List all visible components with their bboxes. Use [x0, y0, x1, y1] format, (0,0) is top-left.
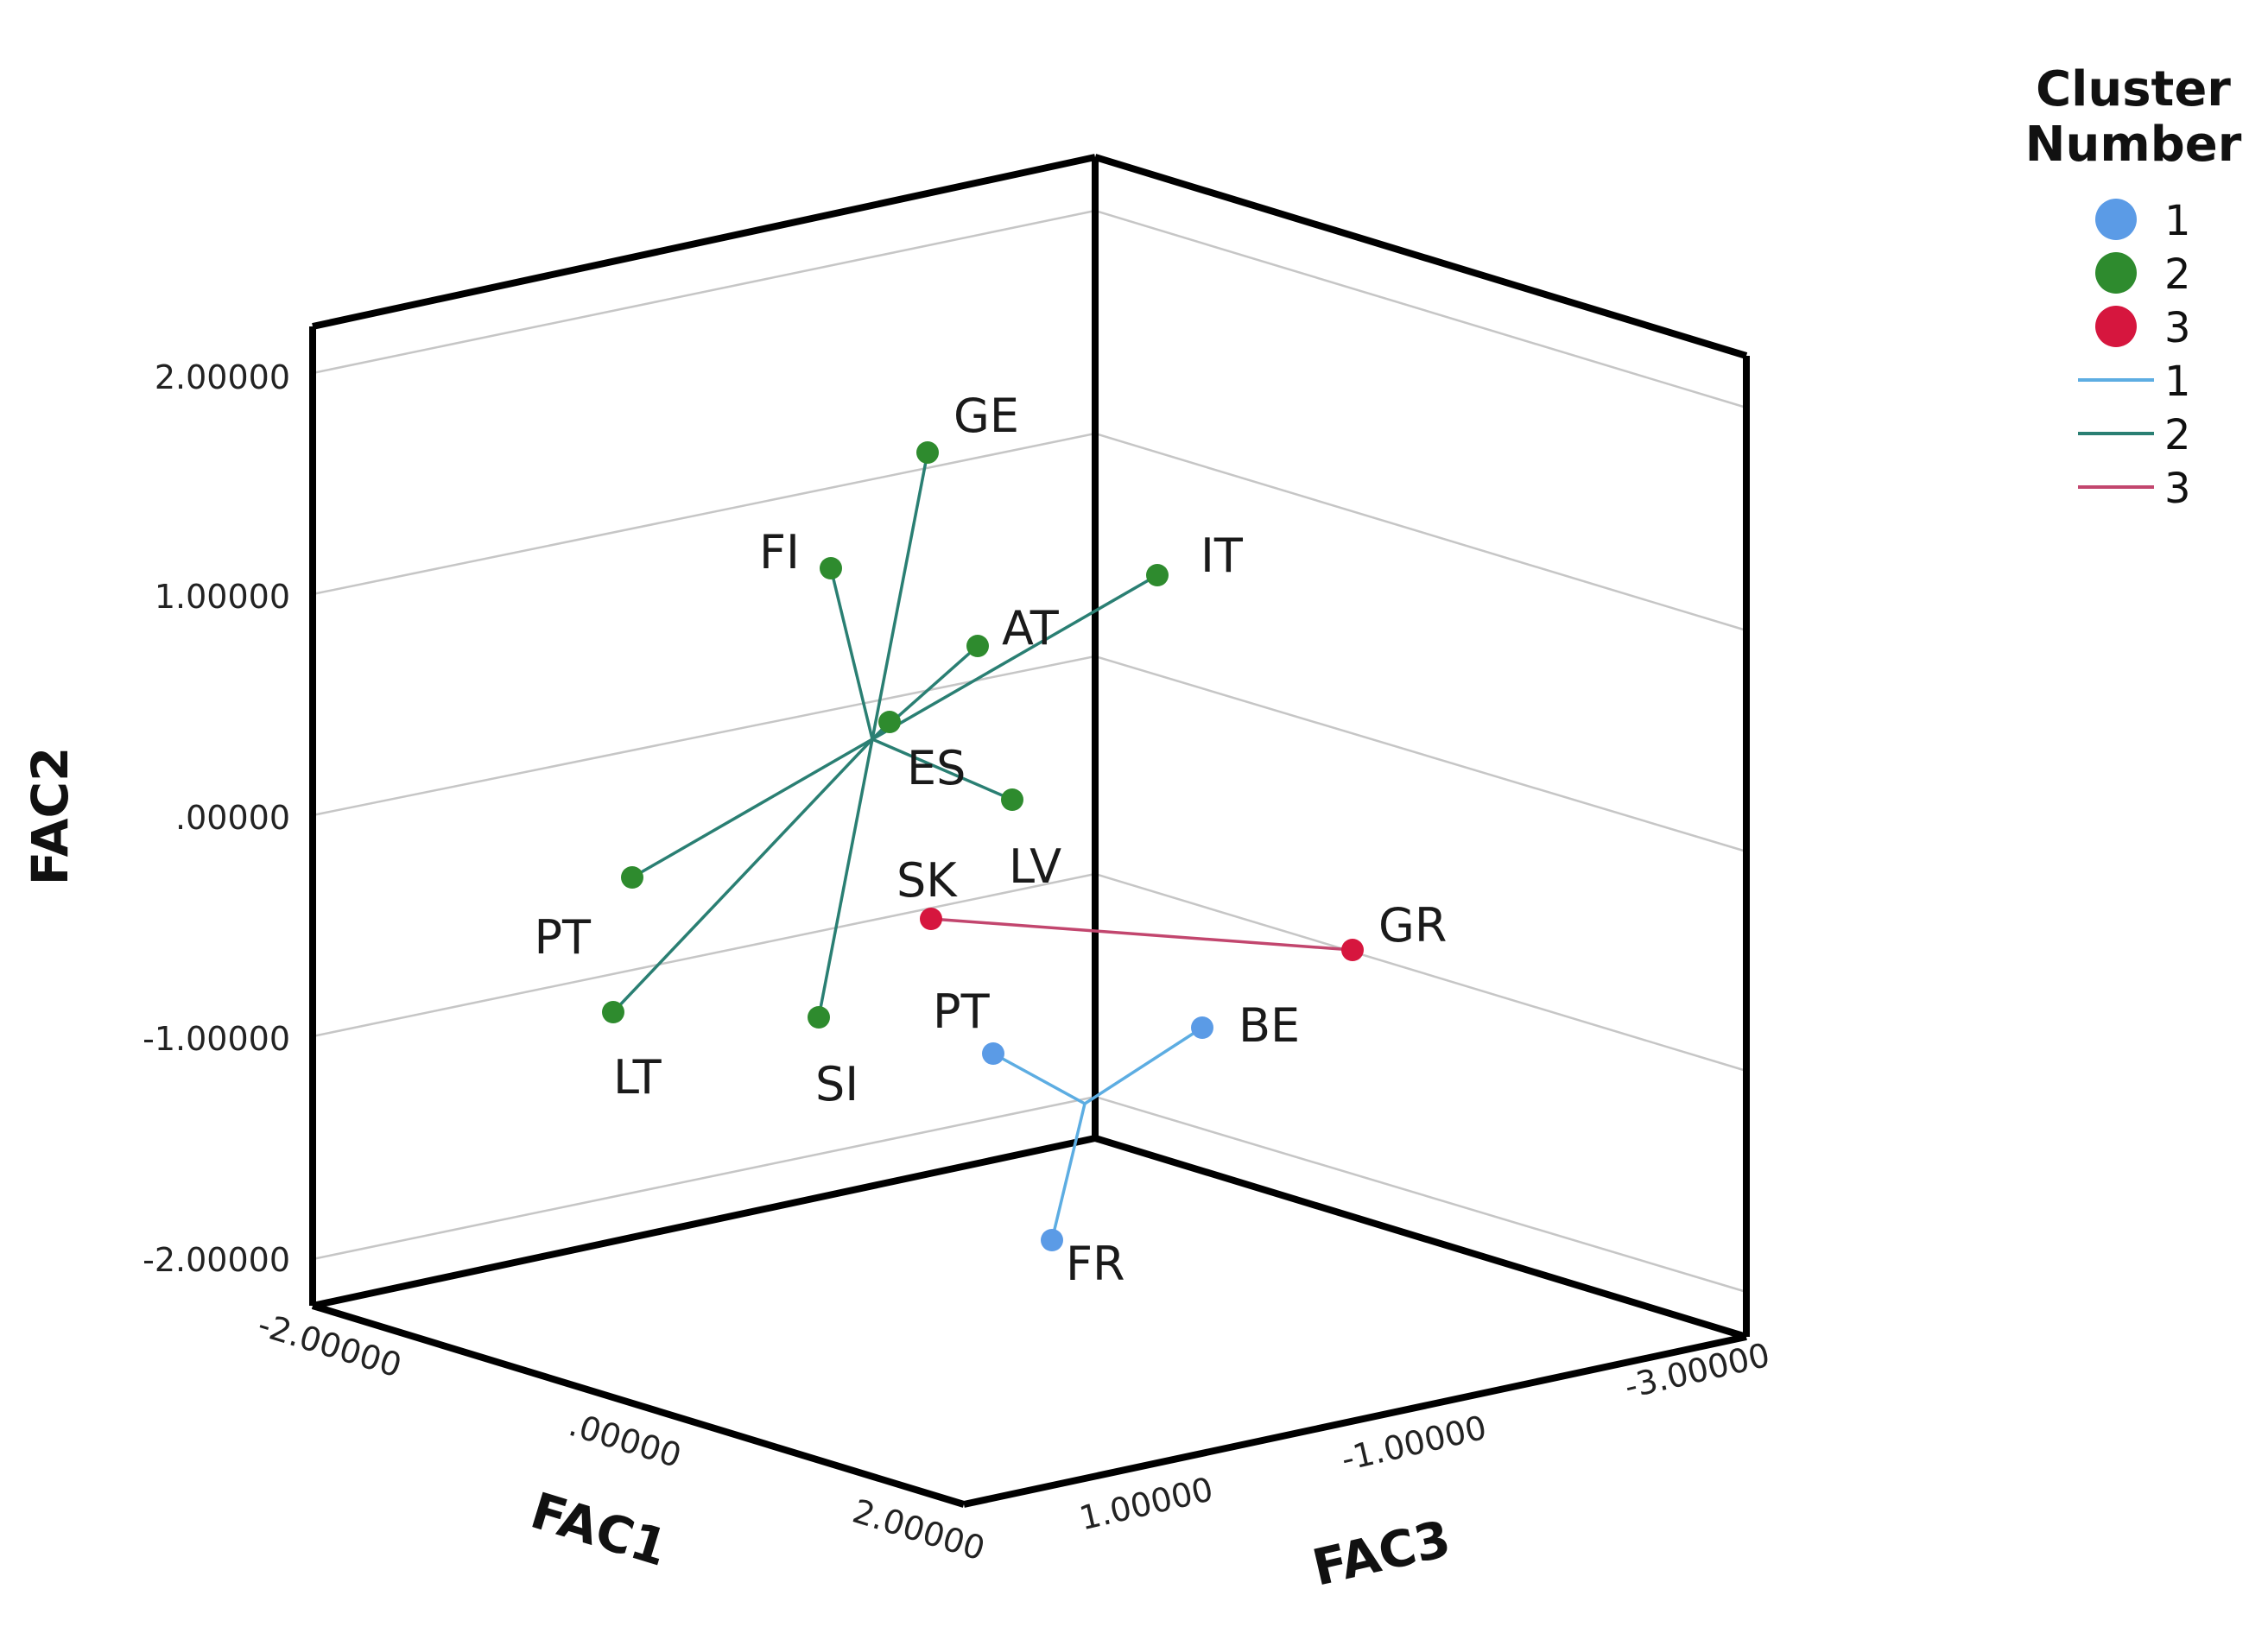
cluster-2-line-lv: [871, 738, 1013, 801]
point-label-fr: FR: [1066, 1237, 1125, 1291]
legend-title-line-2: Number: [2025, 117, 2242, 173]
legend-items: 1 2 3 1 2 3: [2078, 197, 2191, 513]
fac1-axis-title: FAC1: [524, 1481, 675, 1578]
cluster-connection-lines: [611, 452, 1353, 1241]
legend-marker-3: [2095, 306, 2137, 347]
cluster-1-line-pt: [992, 1052, 1086, 1105]
fac2-tick-labels: -2.00000 -1.00000 .00000 1.00000 2.00000: [143, 358, 290, 1279]
plot-box-frame: [309, 154, 1750, 1508]
point-fr-cluster-1: [1041, 1229, 1063, 1251]
legend-marker-label: 2: [2164, 250, 2191, 299]
point-es-cluster-2: [878, 711, 901, 733]
legend-marker-1: [2095, 199, 2137, 240]
point-be-cluster-1: [1191, 1016, 1213, 1039]
fac3-axis-title: FAC3: [1308, 1509, 1456, 1597]
fac2-tick-label: .00000: [175, 799, 290, 837]
point-si-cluster-2: [808, 1006, 830, 1029]
gridlines-left-wall: [312, 209, 1096, 1261]
point-label-es: ES: [907, 741, 966, 795]
point-label-fi: FI: [759, 525, 800, 579]
frame-edge: [963, 1333, 1747, 1508]
point-pt-cluster-1: [982, 1042, 1004, 1065]
legend-line-label: 1: [2164, 358, 2191, 406]
cluster-1-line-fr: [1050, 1103, 1086, 1241]
cluster-2-line-si: [817, 738, 874, 1018]
legend-marker-label: 3: [2164, 304, 2191, 352]
fac3-tick-labels: 1.00000-1.00000-3.00000: [1076, 1336, 1774, 1538]
gridline: [312, 209, 1096, 375]
cluster-2-line-pt: [631, 738, 873, 879]
cluster-2-line-ge: [871, 452, 929, 740]
legend-marker-label: 1: [2164, 197, 2191, 245]
point-ge-cluster-2: [916, 441, 939, 464]
fac2-tick-label: -2.00000: [143, 1241, 290, 1279]
fac3-tick-label: 1.00000: [1076, 1470, 1217, 1537]
point-label-pt: PT: [933, 984, 991, 1039]
point-at-cluster-2: [966, 635, 989, 657]
cluster-1-line-be: [1084, 1026, 1203, 1105]
point-sk-cluster-3: [920, 908, 942, 930]
point-label-ge: GE: [953, 389, 1019, 443]
point-label-pt: PT: [534, 910, 592, 965]
point-gr-cluster-3: [1341, 939, 1364, 961]
point-label-lt: LT: [613, 1050, 662, 1105]
legend-line-label: 3: [2164, 465, 2191, 513]
fac2-tick-label: 1.00000: [155, 578, 290, 616]
point-label-lv: LV: [1009, 839, 1061, 894]
point-fi-cluster-2: [820, 557, 842, 579]
data-point-labels: GE FI IT AT ES LV PT LT SI SK GR PT BE FR: [534, 389, 1447, 1291]
frame-edge: [312, 1135, 1096, 1309]
point-lt-cluster-2: [602, 1001, 624, 1023]
gridline: [312, 655, 1096, 817]
point-it-cluster-2: [1146, 564, 1169, 586]
gridline: [312, 872, 1096, 1038]
cluster-3-line-gr: [930, 917, 1353, 952]
gridline: [1094, 432, 1747, 632]
gridlines-right-wall: [1094, 209, 1747, 1294]
fac2-tick-label: 2.00000: [155, 358, 290, 396]
gridline: [1094, 209, 1747, 409]
point-lv-cluster-2: [1001, 788, 1023, 811]
gridline: [1094, 655, 1747, 853]
point-label-it: IT: [1201, 529, 1244, 583]
legend-line-label: 2: [2164, 411, 2191, 459]
fac2-axis-title: FAC2: [21, 747, 79, 886]
frame-edge: [311, 1302, 966, 1508]
data-points: [602, 441, 1364, 1251]
fac2-tick-label: -1.00000: [143, 1020, 290, 1058]
legend: Cluster Number 1 2 3 1 2 3: [2025, 61, 2242, 513]
frame-edge: [312, 154, 1096, 330]
fac1-tick-label: -2.00000: [254, 1306, 406, 1385]
cluster-2-line-it: [871, 573, 1158, 741]
legend-title: Cluster: [2036, 61, 2231, 117]
gridline: [312, 1095, 1096, 1261]
gridline: [1094, 872, 1747, 1073]
point-label-at: AT: [1002, 601, 1060, 655]
point-label-si: SI: [815, 1057, 858, 1111]
frame-edge: [1093, 1135, 1748, 1340]
frame-edge: [1093, 154, 1748, 359]
gridline: [312, 432, 1096, 596]
point-label-be: BE: [1239, 998, 1300, 1053]
point-label-gr: GR: [1378, 898, 1447, 953]
gridline: [1094, 1095, 1747, 1294]
point-pt-cluster-2: [621, 866, 643, 889]
legend-marker-2: [2095, 252, 2137, 294]
point-label-sk: SK: [896, 853, 958, 908]
cluster-2-line-lt: [611, 738, 874, 1014]
cluster-2-line-fi: [829, 567, 874, 740]
